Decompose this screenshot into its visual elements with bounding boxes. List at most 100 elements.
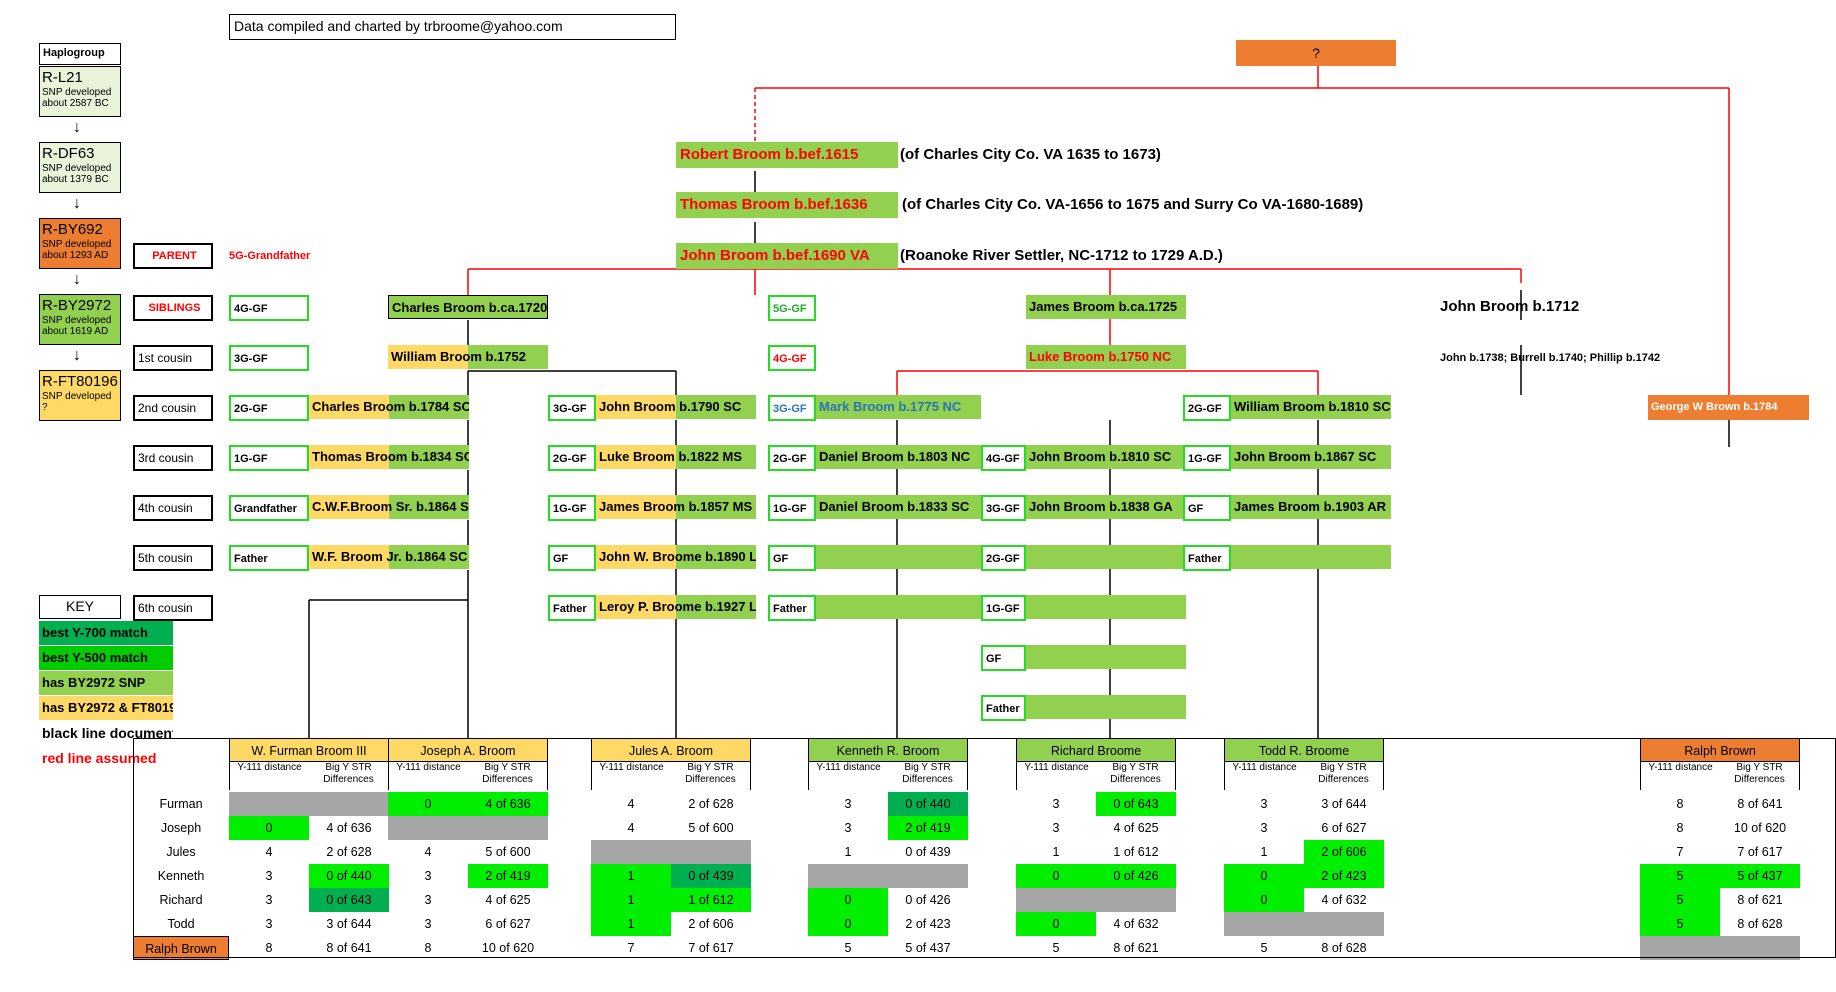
table-header-6: Ralph Brown (1640, 738, 1800, 762)
haplogroup-name: R-FT80196 (42, 373, 118, 390)
ancestor-thomas-note: (of Charles City Co. VA-1656 to 1675 and… (902, 196, 1364, 213)
key-item: best Y-500 match (39, 646, 173, 670)
bigy-differences: 10 of 620 (1733, 821, 1787, 835)
col4-luke-1750: Luke Broom b.1750 NC (1026, 345, 1186, 369)
y111-distance: 8 (424, 941, 432, 955)
col2-person: Luke Broom b.1822 MS (596, 445, 756, 469)
down-arrow-icon: ↓ (73, 347, 81, 364)
y111-distance: 5 (1052, 941, 1060, 955)
bigy-differences: 4 of 636 (326, 821, 372, 835)
label-6th-cousin: 6th cousin (133, 595, 213, 621)
bigy-differences: 6 of 627 (1321, 821, 1367, 835)
table-header-1: Joseph A. Broom (388, 738, 548, 762)
col5-label: Father (1183, 545, 1231, 571)
y111-distance: 8 (1676, 797, 1684, 811)
col3-label: 3G-GF (768, 395, 816, 421)
col2-label: 3G-GF (548, 395, 596, 421)
y111-distance: 0 (1016, 864, 1096, 888)
haplogroup-line1: SNP developed (42, 391, 112, 402)
col5-person: William Broom b.1810 SC (1231, 395, 1391, 419)
ancestor-thomas: Thomas Broom b.bef.1636 (676, 192, 898, 218)
key-item: black line documented (42, 725, 173, 741)
y111-distance: 4 (627, 821, 635, 835)
y111-distance: 0 (1224, 888, 1304, 912)
haplogroup-line1: SNP developed (42, 163, 112, 174)
haplogroup-r-by2972: R-BY2972 SNP developed about 1619 AD (39, 294, 121, 345)
y111-distance: 0 (1016, 912, 1096, 936)
row-label: Kenneth (157, 869, 205, 883)
bigy-differences: 4 of 632 (1113, 917, 1159, 931)
y111-distance: 3 (265, 869, 273, 883)
col2-person: John Broom b.1790 SC (596, 395, 756, 419)
col4-person (1026, 595, 1186, 619)
key-item: has BY2972 SNP (39, 671, 173, 695)
haplogroup-line2: about 2587 BC (42, 98, 109, 109)
y111-distance: 1 (591, 912, 671, 936)
col4-person (1026, 645, 1186, 669)
row-label: Joseph (160, 821, 202, 835)
self-cell (1016, 888, 1176, 912)
key-item: best Y-700 match (39, 621, 173, 645)
bigy-differences: 8 of 621 (1737, 893, 1783, 907)
col2-label: 2G-GF (548, 445, 596, 471)
y111-distance: 4 (627, 797, 635, 811)
credit-text: Data compiled and charted by trbroome@ya… (234, 18, 563, 34)
row-label: Furman (159, 797, 203, 811)
root-ancestor: ? (1236, 40, 1396, 66)
col3-person: Mark Broom b.1775 NC (816, 395, 981, 419)
bigy-differences: 3 of 644 (1321, 797, 1367, 811)
bigy-differences: 2 of 419 (468, 864, 548, 888)
col1-label: Father (229, 545, 309, 571)
bigy-differences: 3 of 644 (326, 917, 372, 931)
haplogroup-line1: SNP developed (42, 239, 112, 250)
bigy-differences: 2 of 423 (905, 917, 951, 931)
haplogroup-r-l21: R-L21 SNP developed about 2587 BC (39, 66, 121, 117)
key-title: KEY (39, 595, 121, 619)
key-item: red line assumed (42, 750, 157, 766)
row-label: Jules (166, 845, 196, 859)
bigy-differences: 6 of 627 (485, 917, 531, 931)
label-parent: PARENT (133, 243, 213, 269)
bigy-differences: 5 of 437 (905, 941, 951, 955)
subheader-y111: Y-111 distance (1016, 762, 1096, 790)
haplogroup-line2: ? (42, 402, 48, 413)
col3-person (816, 545, 981, 569)
bigy-differences: 0 of 643 (309, 888, 389, 912)
bigy-differences: 2 of 606 (1304, 840, 1384, 864)
bigy-differences: 7 of 617 (688, 941, 734, 955)
table-header-3: Kenneth R. Broom (808, 738, 968, 762)
col1-label: Grandfather (229, 495, 309, 521)
bigy-differences: 7 of 617 (1737, 845, 1783, 859)
bigy-differences: 1 of 612 (671, 888, 751, 912)
haplogroup-name: R-L21 (42, 69, 83, 86)
col5-person: James Broom b.1903 AR (1231, 495, 1391, 519)
y111-distance: 0 (229, 816, 309, 840)
haplogroup-r-df63: R-DF63 SNP developed about 1379 BC (39, 142, 121, 193)
label-4th-cousin: 4th cousin (133, 495, 213, 521)
bigy-differences: 8 of 641 (1737, 797, 1783, 811)
ancestor-robert-note: (of Charles City Co. VA 1635 to 1673) (900, 146, 1161, 163)
bigy-differences: 8 of 628 (1737, 917, 1783, 931)
y111-distance: 4 (424, 845, 432, 859)
haplogroup-name: R-BY692 (42, 221, 103, 238)
assumed-lines (467, 56, 1730, 395)
y111-distance: 1 (591, 864, 671, 888)
bigy-differences: 0 of 439 (905, 845, 951, 859)
col3-label: 1G-GF (768, 495, 816, 521)
y111-distance: 3 (1052, 797, 1060, 811)
col2-label: Father (548, 595, 596, 621)
col1-person: Thomas Broom b.1834 SC (309, 445, 469, 469)
bigy-differences: 10 of 620 (481, 941, 535, 955)
bigy-differences: 4 of 632 (1321, 893, 1367, 907)
subheader-bigy: Big Y STR Differences (671, 762, 751, 790)
table-header-0: W. Furman Broom III (229, 738, 389, 762)
col1-person: W.F. Broom Jr. b.1864 SC (309, 545, 469, 569)
col5-label: GF (1183, 495, 1231, 521)
haplogroup-r-by692: R-BY692 SNP developed about 1293 AD (39, 218, 121, 269)
col1-person: William Broom b.1752 (388, 345, 548, 369)
y111-distance: 0 (808, 912, 888, 936)
y111-distance: 7 (1676, 845, 1684, 859)
col5-person (1231, 545, 1391, 569)
col4-person (1026, 695, 1186, 719)
